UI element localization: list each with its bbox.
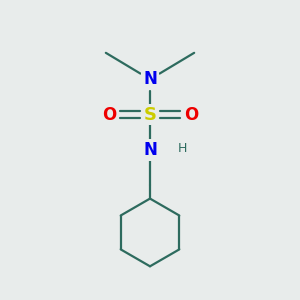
Text: N: N xyxy=(143,70,157,88)
Text: H: H xyxy=(178,142,187,155)
Text: O: O xyxy=(184,106,198,124)
Text: S: S xyxy=(143,106,157,124)
Text: N: N xyxy=(143,141,157,159)
Text: O: O xyxy=(102,106,116,124)
